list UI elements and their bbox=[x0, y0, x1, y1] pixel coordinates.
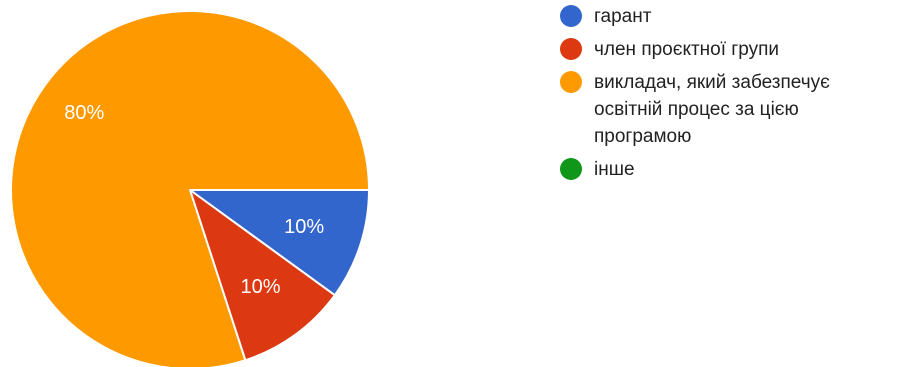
legend-swatch-icon bbox=[560, 158, 582, 180]
legend: гарант член проєктної групи викладач, як… bbox=[560, 5, 890, 191]
slice-data-label: 10% bbox=[284, 216, 324, 238]
legend-label: інше bbox=[594, 159, 635, 180]
slice-data-label: 80% bbox=[64, 102, 104, 124]
pie-slice[interactable] bbox=[10, 10, 370, 367]
legend-label: викладач, який забезпечує освітній проце… bbox=[594, 72, 830, 147]
legend-item[interactable]: член проєктної групи bbox=[560, 38, 890, 63]
legend-item[interactable]: гарант bbox=[560, 5, 890, 30]
legend-label: член проєктної групи bbox=[594, 39, 779, 60]
legend-swatch-icon bbox=[560, 5, 582, 27]
pie-slice[interactable] bbox=[189, 189, 370, 297]
legend-swatch-icon bbox=[560, 38, 582, 60]
pie-slice[interactable] bbox=[189, 189, 336, 362]
slice-data-label: 10% bbox=[240, 276, 280, 298]
legend-item[interactable]: викладач, який забезпечує освітній проце… bbox=[560, 71, 890, 150]
legend-item[interactable]: інше bbox=[560, 158, 890, 183]
legend-label: гарант bbox=[594, 6, 652, 27]
legend-swatch-icon bbox=[560, 71, 582, 93]
